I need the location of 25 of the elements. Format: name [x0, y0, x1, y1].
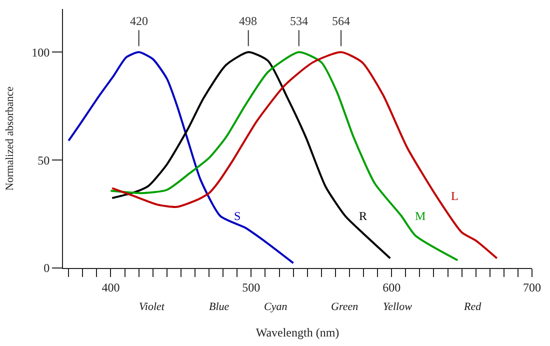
line-series: [68, 51, 294, 264]
text: Green: [331, 301, 359, 313]
series-label: R: [359, 209, 368, 223]
text: Red: [463, 301, 482, 313]
text: Cyan: [264, 301, 288, 313]
annotation: 564: [332, 14, 350, 28]
series-label: L: [451, 189, 458, 203]
series-label: M: [415, 209, 426, 223]
y-axis-title: Normalized absorbance: [4, 86, 16, 191]
y-tick-label: 50: [38, 153, 50, 168]
line-series: [111, 51, 392, 260]
x-tick-label: 400: [102, 280, 120, 294]
annotation: 498: [239, 14, 257, 28]
y-tick-label: 0: [44, 261, 50, 276]
text: Yellow: [383, 301, 413, 313]
x-tick-label: 500: [242, 280, 260, 294]
x-tick-label: 600: [382, 280, 401, 294]
annotation: 420: [130, 14, 148, 28]
text: Blue: [209, 301, 230, 313]
x-tick-label: 700: [523, 280, 541, 294]
y-tick-label: 100: [32, 45, 50, 60]
text: Violet: [139, 301, 166, 313]
series-label: S: [234, 209, 241, 223]
annotation: 534: [290, 14, 308, 28]
x-axis-title: Wavelength (nm): [256, 325, 340, 340]
